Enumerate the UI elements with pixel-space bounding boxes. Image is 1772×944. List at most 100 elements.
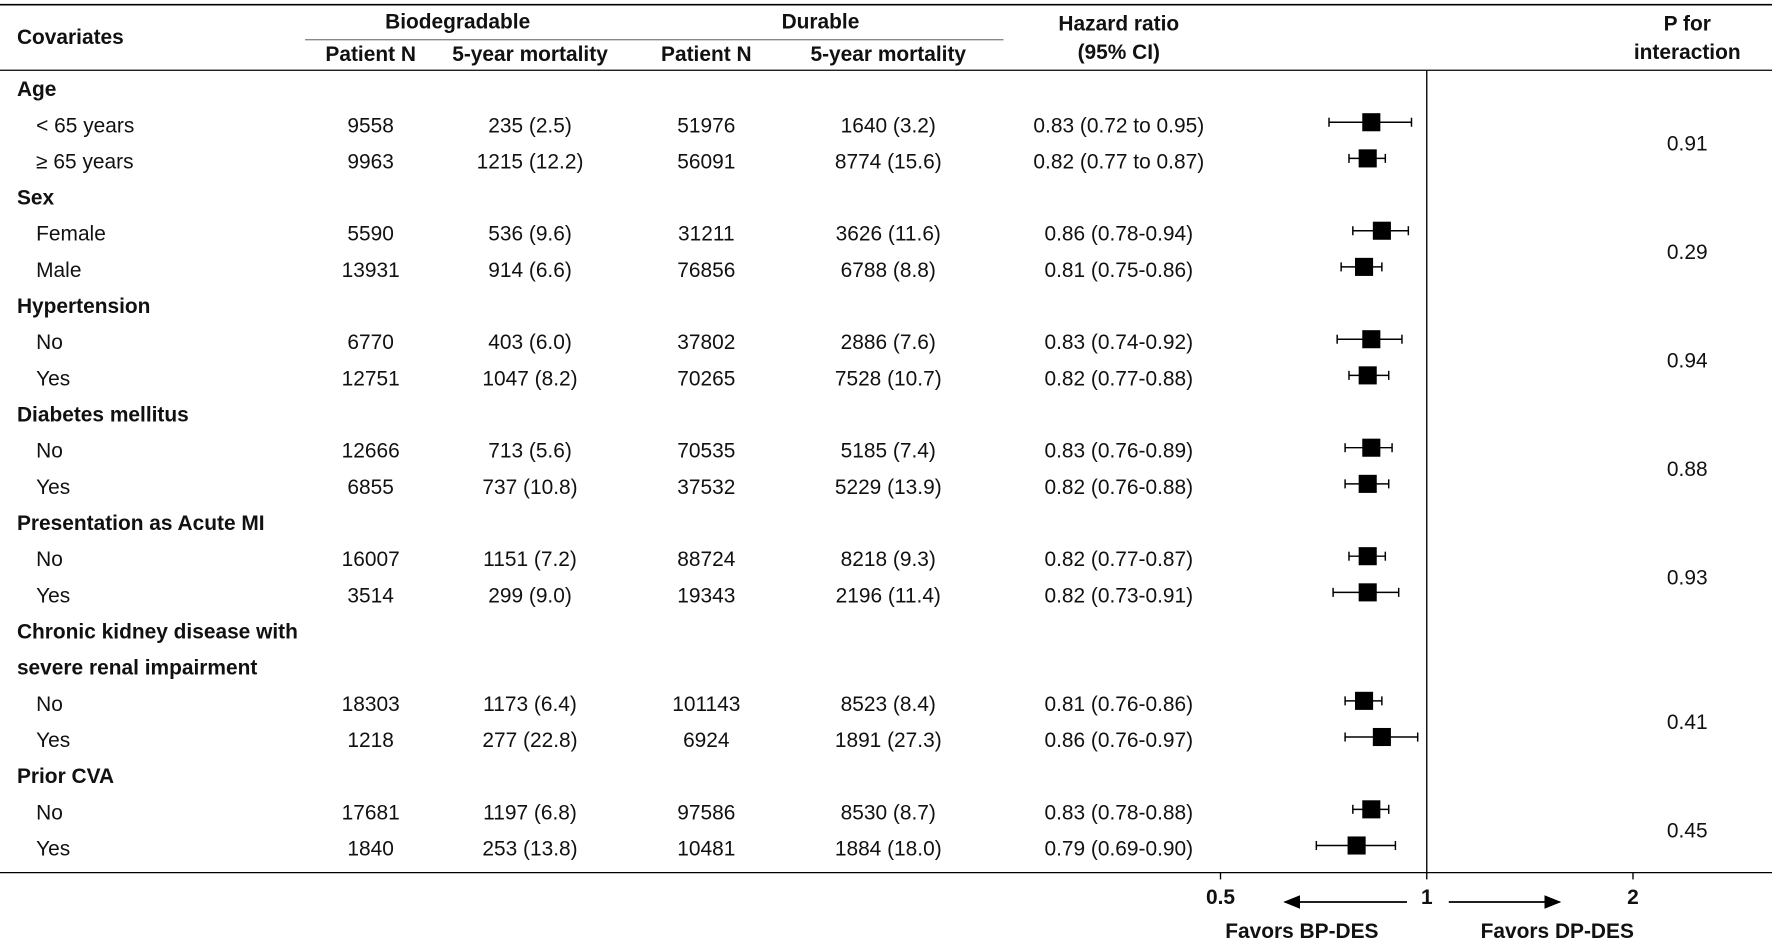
cell: 12751	[342, 367, 400, 390]
cell: 1218	[347, 729, 393, 752]
cell: 70265	[677, 367, 735, 390]
subgroup-label: No	[36, 548, 63, 571]
cell: 5185 (7.4)	[841, 440, 936, 463]
hr-marker	[1358, 474, 1377, 493]
cell: 8523 (8.4)	[841, 693, 936, 716]
subgroup-label: No	[36, 440, 63, 463]
x-tick-label: 0.5	[1206, 886, 1235, 909]
header-column: 5-year mortality	[810, 43, 966, 66]
subgroup-label: Yes	[36, 584, 70, 607]
cell: 6924	[683, 729, 729, 752]
cell: 7528 (10.7)	[835, 367, 942, 390]
hr-marker	[1372, 221, 1391, 240]
cell: 253 (13.8)	[482, 838, 577, 861]
hr-label: 0.82 (0.77-0.88)	[1044, 367, 1193, 390]
cell: 1173 (6.4)	[483, 693, 577, 716]
subgroup-label: No	[36, 331, 63, 354]
subgroup-label: Yes	[36, 476, 70, 499]
subgroup-label: Male	[36, 259, 81, 282]
hr-label: 0.81 (0.76-0.86)	[1044, 693, 1193, 716]
cell: 8530 (8.7)	[841, 801, 936, 824]
hr-marker	[1355, 691, 1374, 710]
header-p: interaction	[1634, 41, 1741, 64]
cell: 277 (22.8)	[482, 729, 577, 752]
cell: 5590	[347, 223, 393, 246]
cell: 1197 (6.8)	[483, 801, 577, 824]
cell: 97586	[677, 801, 735, 824]
cell: 56091	[677, 150, 735, 173]
cell: 6770	[347, 331, 393, 354]
header-column: 5-year mortality	[452, 43, 608, 66]
hr-label: 0.83 (0.74-0.92)	[1044, 331, 1193, 354]
hr-marker	[1362, 438, 1381, 457]
cell: 2196 (11.4)	[836, 584, 941, 607]
p-value: 0.45	[1667, 819, 1708, 842]
header-group: Biodegradable	[385, 10, 530, 33]
group-label: Age	[17, 78, 56, 101]
x-tick-label: 1	[1421, 886, 1433, 909]
cell: 13931	[342, 259, 400, 282]
cell: 1640 (3.2)	[841, 114, 936, 137]
p-value: 0.29	[1667, 241, 1708, 264]
hr-label: 0.83 (0.72 to 0.95)	[1033, 114, 1204, 137]
cell: 8218 (9.3)	[841, 548, 936, 571]
group-label: Sex	[17, 187, 55, 210]
header-group: Durable	[782, 10, 860, 33]
header-hr: (95% CI)	[1078, 41, 1160, 64]
cell: 12666	[342, 440, 400, 463]
hr-label: 0.82 (0.76-0.88)	[1044, 476, 1193, 499]
cell: 914 (6.6)	[488, 259, 572, 282]
cell: 1840	[347, 838, 393, 861]
p-value: 0.93	[1667, 566, 1708, 589]
subgroup-label: No	[36, 693, 63, 716]
cell: 37802	[677, 331, 735, 354]
cell: 10481	[677, 838, 735, 861]
hr-label: 0.86 (0.78-0.94)	[1044, 223, 1193, 246]
favors-label: Favors DP-DES	[1481, 920, 1634, 943]
subgroup-label: ≥ 65 years	[36, 150, 133, 173]
hr-label: 0.86 (0.76-0.97)	[1044, 729, 1193, 752]
p-value: 0.91	[1667, 132, 1708, 155]
hr-marker	[1362, 113, 1381, 132]
hr-marker	[1358, 583, 1377, 602]
cell: 3626 (11.6)	[836, 223, 941, 246]
cell: 1215 (12.2)	[477, 150, 584, 173]
p-value: 0.41	[1667, 711, 1708, 734]
subgroup-label: Yes	[36, 367, 70, 390]
header-column: Patient N	[661, 43, 752, 66]
cell: 37532	[677, 476, 735, 499]
x-tick-label: 2	[1627, 886, 1639, 909]
group-label: Chronic kidney disease with	[17, 621, 298, 644]
hr-label: 0.81 (0.75-0.86)	[1044, 259, 1193, 282]
cell: 5229 (13.9)	[835, 476, 942, 499]
hr-marker	[1355, 257, 1374, 276]
cell: 16007	[342, 548, 400, 571]
subgroup-label: Yes	[36, 729, 70, 752]
cell: 9963	[347, 150, 393, 173]
hr-marker	[1358, 366, 1377, 385]
cell: 737 (10.8)	[482, 476, 577, 499]
hr-marker	[1362, 800, 1381, 819]
cell: 6788 (8.8)	[841, 259, 936, 282]
header-column: Patient N	[325, 43, 416, 66]
hr-marker	[1358, 547, 1377, 566]
hr-label: 0.83 (0.78-0.88)	[1044, 801, 1193, 824]
cell: 1047 (8.2)	[482, 367, 577, 390]
cell: 2886 (7.6)	[841, 331, 936, 354]
subgroup-label: No	[36, 801, 63, 824]
hr-marker	[1372, 727, 1391, 747]
hr-marker	[1362, 330, 1381, 349]
cell: 88724	[677, 548, 735, 571]
subgroup-label: Female	[36, 223, 106, 246]
subgroup-label: Yes	[36, 838, 70, 861]
group-label: Presentation as Acute MI	[17, 512, 265, 535]
cell: 31211	[678, 223, 735, 246]
group-label: severe renal impairment	[17, 657, 257, 680]
cell: 76856	[677, 259, 735, 282]
cell: 3514	[347, 584, 393, 607]
p-value: 0.88	[1667, 458, 1708, 481]
group-label: Diabetes mellitus	[17, 404, 189, 427]
cell: 299 (9.0)	[488, 584, 572, 607]
cell: 713 (5.6)	[488, 440, 572, 463]
